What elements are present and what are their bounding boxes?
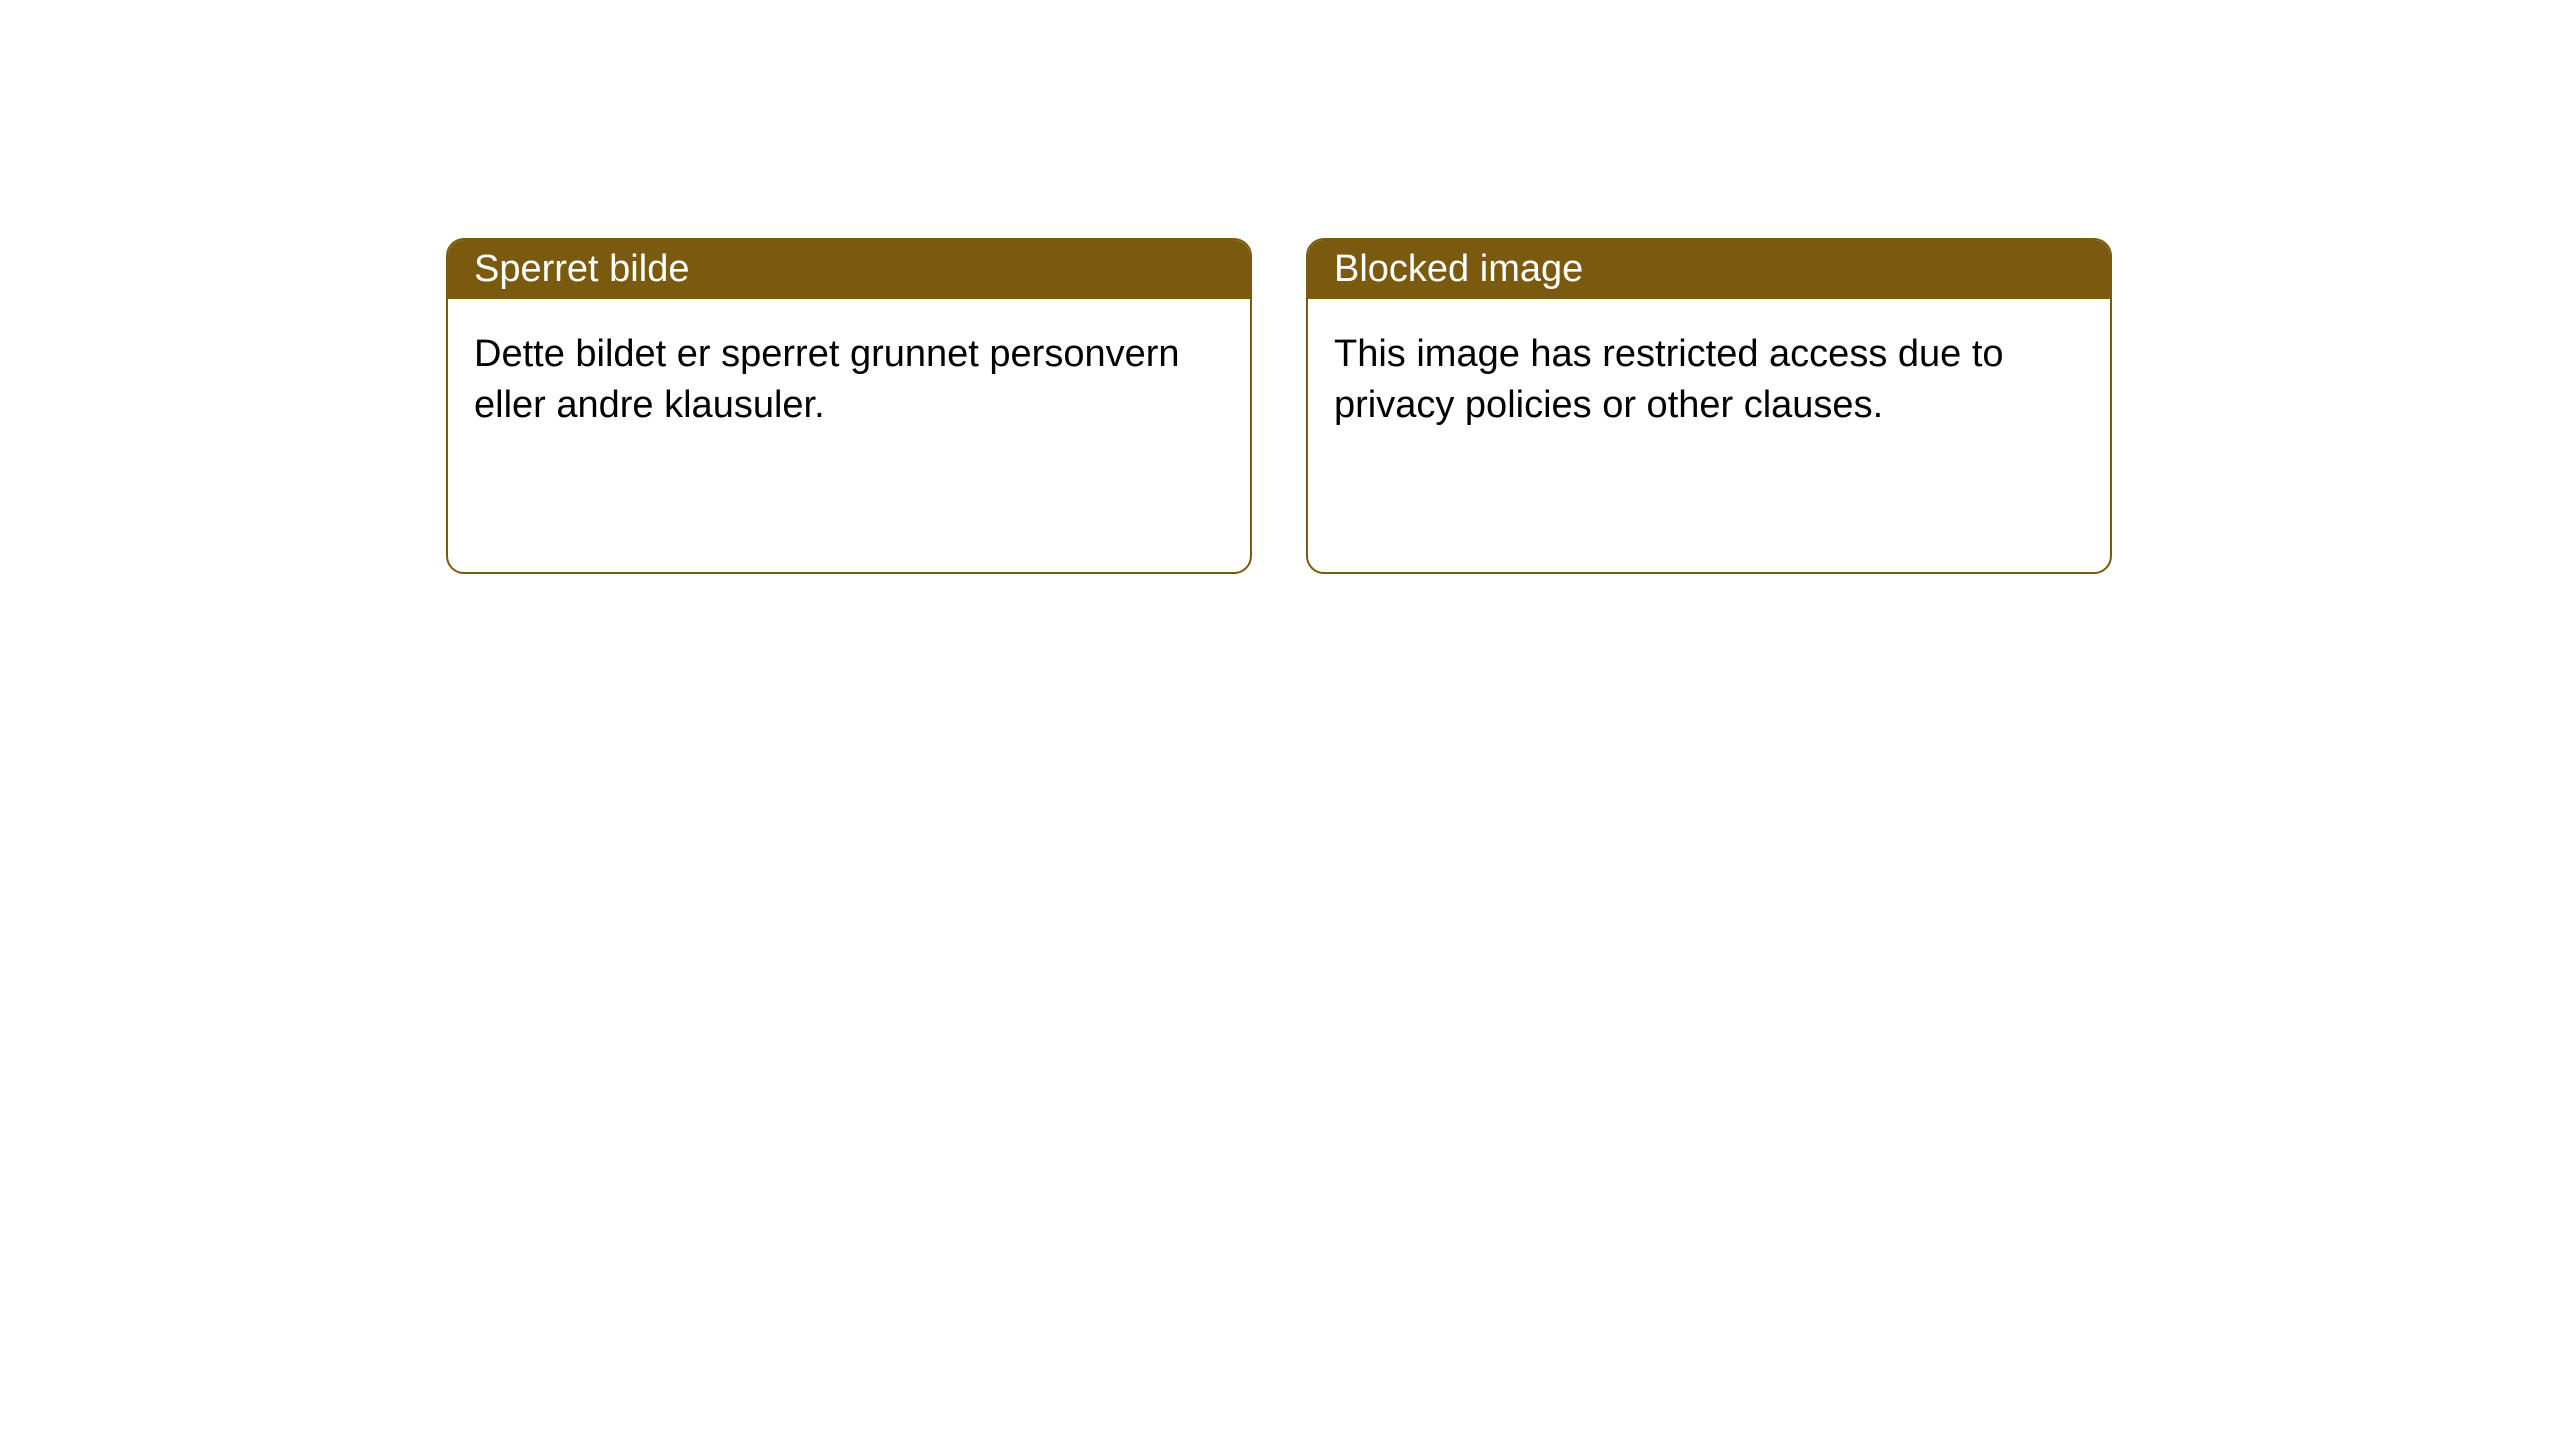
notice-header: Sperret bilde: [448, 240, 1250, 299]
notice-body: This image has restricted access due to …: [1308, 299, 2110, 462]
notice-card-english: Blocked image This image has restricted …: [1306, 238, 2112, 574]
notice-container: Sperret bilde Dette bildet er sperret gr…: [0, 0, 2560, 574]
notice-body-text: This image has restricted access due to …: [1334, 333, 2004, 426]
notice-header-text: Blocked image: [1334, 248, 1583, 291]
notice-card-norwegian: Sperret bilde Dette bildet er sperret gr…: [446, 238, 1252, 574]
notice-body: Dette bildet er sperret grunnet personve…: [448, 299, 1250, 462]
notice-header-text: Sperret bilde: [474, 248, 689, 291]
notice-header: Blocked image: [1308, 240, 2110, 299]
notice-body-text: Dette bildet er sperret grunnet personve…: [474, 333, 1180, 426]
